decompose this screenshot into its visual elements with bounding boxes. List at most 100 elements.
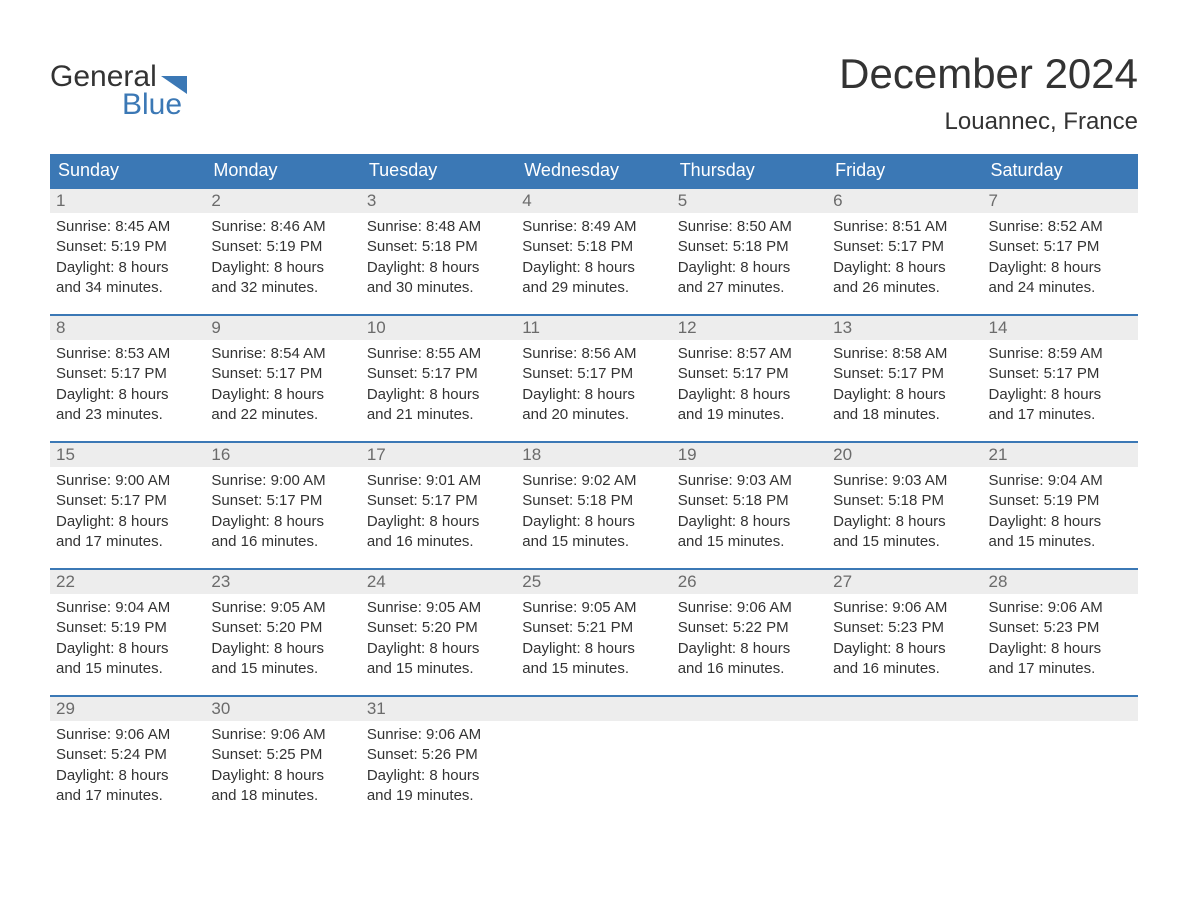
day-day2: and 18 minutes.: [833, 405, 976, 425]
day-day1: Daylight: 8 hours: [56, 258, 199, 278]
day-cell: 23Sunrise: 9:05 AMSunset: 5:20 PMDayligh…: [205, 570, 360, 687]
day-day1: Daylight: 8 hours: [367, 766, 510, 786]
page-title: December 2024: [839, 50, 1138, 98]
day-day2: and 30 minutes.: [367, 278, 510, 298]
day-sunrise: Sunrise: 9:05 AM: [522, 598, 665, 618]
day-day2: and 19 minutes.: [678, 405, 821, 425]
day-day1: Daylight: 8 hours: [522, 258, 665, 278]
day-content: Sunrise: 8:53 AMSunset: 5:17 PMDaylight:…: [50, 340, 205, 433]
day-content: Sunrise: 9:00 AMSunset: 5:17 PMDaylight:…: [50, 467, 205, 560]
day-day1: Daylight: 8 hours: [678, 258, 821, 278]
day-cell: 20Sunrise: 9:03 AMSunset: 5:18 PMDayligh…: [827, 443, 982, 560]
day-content: Sunrise: 9:05 AMSunset: 5:20 PMDaylight:…: [361, 594, 516, 687]
day-day1: Daylight: 8 hours: [833, 385, 976, 405]
day-cell: 30Sunrise: 9:06 AMSunset: 5:25 PMDayligh…: [205, 697, 360, 814]
day-content: Sunrise: 8:57 AMSunset: 5:17 PMDaylight:…: [672, 340, 827, 433]
day-sunset: Sunset: 5:18 PM: [522, 491, 665, 511]
day-cell: 5Sunrise: 8:50 AMSunset: 5:18 PMDaylight…: [672, 189, 827, 306]
day-content: Sunrise: 9:06 AMSunset: 5:24 PMDaylight:…: [50, 721, 205, 814]
day-day2: and 15 minutes.: [367, 659, 510, 679]
day-day2: and 34 minutes.: [56, 278, 199, 298]
day-cell: 10Sunrise: 8:55 AMSunset: 5:17 PMDayligh…: [361, 316, 516, 433]
weekday-header: Wednesday: [516, 154, 671, 187]
day-cell: [983, 697, 1138, 814]
day-cell: 27Sunrise: 9:06 AMSunset: 5:23 PMDayligh…: [827, 570, 982, 687]
day-sunrise: Sunrise: 8:46 AM: [211, 217, 354, 237]
day-day1: Daylight: 8 hours: [833, 512, 976, 532]
day-day1: Daylight: 8 hours: [833, 258, 976, 278]
day-day1: Daylight: 8 hours: [367, 512, 510, 532]
day-number: 14: [983, 316, 1138, 340]
day-sunrise: Sunrise: 8:50 AM: [678, 217, 821, 237]
day-number: 19: [672, 443, 827, 467]
day-sunrise: Sunrise: 8:55 AM: [367, 344, 510, 364]
day-content: Sunrise: 9:02 AMSunset: 5:18 PMDaylight:…: [516, 467, 671, 560]
day-content: Sunrise: 9:00 AMSunset: 5:17 PMDaylight:…: [205, 467, 360, 560]
day-sunrise: Sunrise: 9:04 AM: [989, 471, 1132, 491]
calendar: SundayMondayTuesdayWednesdayThursdayFrid…: [50, 154, 1138, 814]
day-content: Sunrise: 8:48 AMSunset: 5:18 PMDaylight:…: [361, 213, 516, 306]
day-day1: Daylight: 8 hours: [367, 385, 510, 405]
day-cell: 12Sunrise: 8:57 AMSunset: 5:17 PMDayligh…: [672, 316, 827, 433]
day-number: 13: [827, 316, 982, 340]
day-sunrise: Sunrise: 8:45 AM: [56, 217, 199, 237]
day-content: Sunrise: 8:51 AMSunset: 5:17 PMDaylight:…: [827, 213, 982, 306]
day-day2: and 16 minutes.: [833, 659, 976, 679]
day-number: 4: [516, 189, 671, 213]
day-day1: Daylight: 8 hours: [211, 385, 354, 405]
day-content: Sunrise: 9:01 AMSunset: 5:17 PMDaylight:…: [361, 467, 516, 560]
day-sunset: Sunset: 5:22 PM: [678, 618, 821, 638]
day-number: [516, 697, 671, 721]
day-day1: Daylight: 8 hours: [678, 512, 821, 532]
day-sunset: Sunset: 5:17 PM: [211, 364, 354, 384]
day-content: Sunrise: 9:05 AMSunset: 5:20 PMDaylight:…: [205, 594, 360, 687]
day-cell: 13Sunrise: 8:58 AMSunset: 5:17 PMDayligh…: [827, 316, 982, 433]
day-day1: Daylight: 8 hours: [56, 512, 199, 532]
day-content: Sunrise: 8:50 AMSunset: 5:18 PMDaylight:…: [672, 213, 827, 306]
day-cell: 16Sunrise: 9:00 AMSunset: 5:17 PMDayligh…: [205, 443, 360, 560]
day-sunset: Sunset: 5:17 PM: [833, 237, 976, 257]
day-day2: and 24 minutes.: [989, 278, 1132, 298]
day-cell: 3Sunrise: 8:48 AMSunset: 5:18 PMDaylight…: [361, 189, 516, 306]
day-sunset: Sunset: 5:17 PM: [833, 364, 976, 384]
day-sunset: Sunset: 5:19 PM: [56, 237, 199, 257]
day-sunset: Sunset: 5:19 PM: [989, 491, 1132, 511]
day-sunset: Sunset: 5:17 PM: [56, 364, 199, 384]
day-number: [983, 697, 1138, 721]
day-sunrise: Sunrise: 9:00 AM: [211, 471, 354, 491]
day-number: 7: [983, 189, 1138, 213]
day-cell: 31Sunrise: 9:06 AMSunset: 5:26 PMDayligh…: [361, 697, 516, 814]
day-day2: and 19 minutes.: [367, 786, 510, 806]
location: Louannec, France: [839, 108, 1138, 136]
day-sunrise: Sunrise: 8:56 AM: [522, 344, 665, 364]
week-row: 8Sunrise: 8:53 AMSunset: 5:17 PMDaylight…: [50, 314, 1138, 433]
day-cell: 1Sunrise: 8:45 AMSunset: 5:19 PMDaylight…: [50, 189, 205, 306]
day-content: Sunrise: 9:06 AMSunset: 5:25 PMDaylight:…: [205, 721, 360, 814]
day-content: Sunrise: 9:06 AMSunset: 5:22 PMDaylight:…: [672, 594, 827, 687]
day-sunrise: Sunrise: 8:49 AM: [522, 217, 665, 237]
day-content: Sunrise: 8:45 AMSunset: 5:19 PMDaylight:…: [50, 213, 205, 306]
day-number: [827, 697, 982, 721]
day-content: Sunrise: 8:56 AMSunset: 5:17 PMDaylight:…: [516, 340, 671, 433]
day-day1: Daylight: 8 hours: [367, 258, 510, 278]
day-sunrise: Sunrise: 9:04 AM: [56, 598, 199, 618]
day-number: 23: [205, 570, 360, 594]
day-number: 25: [516, 570, 671, 594]
day-sunrise: Sunrise: 8:53 AM: [56, 344, 199, 364]
day-day1: Daylight: 8 hours: [56, 766, 199, 786]
day-day2: and 15 minutes.: [989, 532, 1132, 552]
day-day1: Daylight: 8 hours: [211, 639, 354, 659]
week-row: 15Sunrise: 9:00 AMSunset: 5:17 PMDayligh…: [50, 441, 1138, 560]
day-cell: 22Sunrise: 9:04 AMSunset: 5:19 PMDayligh…: [50, 570, 205, 687]
day-cell: 29Sunrise: 9:06 AMSunset: 5:24 PMDayligh…: [50, 697, 205, 814]
day-cell: 26Sunrise: 9:06 AMSunset: 5:22 PMDayligh…: [672, 570, 827, 687]
logo-word2: Blue: [122, 88, 182, 122]
day-content: Sunrise: 8:52 AMSunset: 5:17 PMDaylight:…: [983, 213, 1138, 306]
day-number: 5: [672, 189, 827, 213]
day-day1: Daylight: 8 hours: [522, 639, 665, 659]
day-day1: Daylight: 8 hours: [211, 512, 354, 532]
day-day2: and 15 minutes.: [522, 659, 665, 679]
day-number: 1: [50, 189, 205, 213]
day-content: Sunrise: 8:54 AMSunset: 5:17 PMDaylight:…: [205, 340, 360, 433]
day-day2: and 32 minutes.: [211, 278, 354, 298]
